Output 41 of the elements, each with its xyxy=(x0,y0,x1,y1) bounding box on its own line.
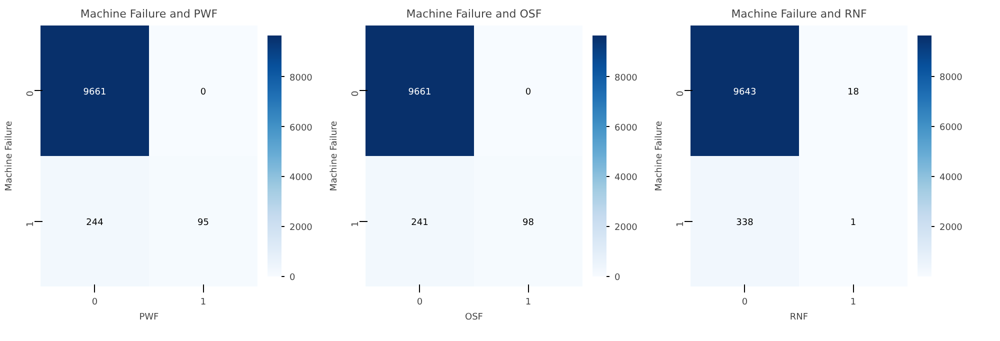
data-label: 0 xyxy=(200,87,206,98)
data-label: 9643 xyxy=(733,87,756,98)
data-label: 0 xyxy=(525,87,532,98)
x-axis-title: PWF xyxy=(139,312,159,322)
x-tick-label: 1 xyxy=(200,298,206,308)
x-axis-title: OSF xyxy=(465,312,483,322)
data-label: 9661 xyxy=(83,87,106,98)
color-bar-label: 8000 xyxy=(940,73,963,84)
color-bar-label: 4000 xyxy=(940,173,963,184)
color-bar-label: 8000 xyxy=(614,73,638,84)
x-tick-label: 0 xyxy=(416,298,423,308)
y-axis-title: Machine Failure xyxy=(330,120,340,192)
data-label: 98 xyxy=(522,218,534,228)
color-bar-label: 4000 xyxy=(290,173,313,184)
color-bar-label: 6000 xyxy=(614,123,638,134)
x-tick-label: 1 xyxy=(850,298,856,308)
color-bar-label: 2000 xyxy=(940,223,963,234)
x-axis-title: RNF xyxy=(790,312,808,322)
data-label: 9661 xyxy=(408,87,432,98)
data-label: 95 xyxy=(198,218,209,228)
y-axis-title: Machine Failure xyxy=(654,120,664,192)
color-bar-label: 0 xyxy=(614,273,620,283)
data-label: 338 xyxy=(736,218,754,228)
data-label: 244 xyxy=(86,218,104,228)
chart-title: Machine Failure and OSF xyxy=(406,8,542,20)
color-bar-label: 2000 xyxy=(614,223,638,234)
color-bar-label: 6000 xyxy=(940,123,963,134)
x-tick-label: 1 xyxy=(525,298,532,308)
y-axis-title: Machine Failure xyxy=(4,120,14,192)
x-tick-label: 0 xyxy=(742,298,748,308)
data-label: 1 xyxy=(850,218,856,228)
color-bar-label: 6000 xyxy=(290,123,313,134)
color-bar-label: 0 xyxy=(290,273,296,283)
color-bar-label: 8000 xyxy=(290,73,313,84)
color-bar-label: 4000 xyxy=(614,173,638,184)
data-label: 241 xyxy=(411,218,428,228)
data-label: 18 xyxy=(848,87,860,98)
chart-title: Machine Failure and PWF xyxy=(80,8,218,20)
color-bar-label: 2000 xyxy=(290,223,313,234)
chart-title: Machine Failure and RNF xyxy=(731,8,867,20)
x-tick-label: 0 xyxy=(92,298,98,308)
